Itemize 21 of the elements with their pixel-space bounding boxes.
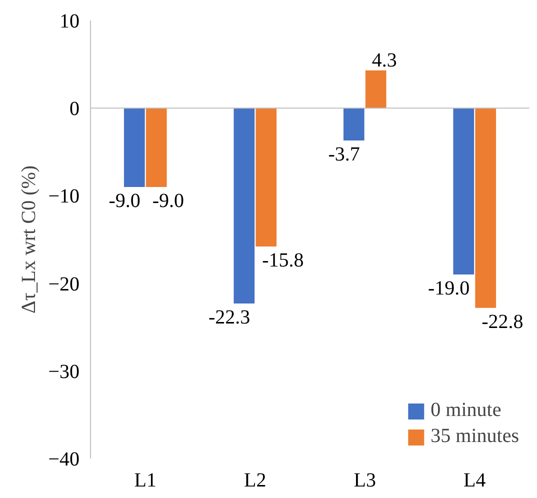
legend-label: 35 minutes [430,425,519,448]
y-axis-title: Δτ_Lx wrt C0 (%) [18,165,40,314]
data-label: -15.8 [262,250,304,272]
x-tick-label: L2 [244,470,266,492]
data-label: -22.8 [482,310,524,333]
legend-label: 0 minute [430,399,502,422]
y-tick-label: −30 [48,360,80,383]
x-tick-label: L4 [464,470,486,492]
data-label: -9.0 [152,190,184,212]
y-tick-label: −20 [48,273,80,296]
data-label: -19.0 [428,278,470,300]
x-tick-label: L1 [134,470,156,492]
y-tick-label: −10 [48,186,80,208]
y-tick-label: 10 [60,10,80,32]
data-label: -3.7 [328,144,360,166]
data-label: 4.3 [372,49,397,72]
x-tick-label: L3 [354,470,376,492]
data-label: -9.0 [108,190,140,212]
data-label: -22.3 [208,306,250,328]
y-tick-label: 0 [70,98,80,120]
y-tick-label: −40 [48,448,80,470]
